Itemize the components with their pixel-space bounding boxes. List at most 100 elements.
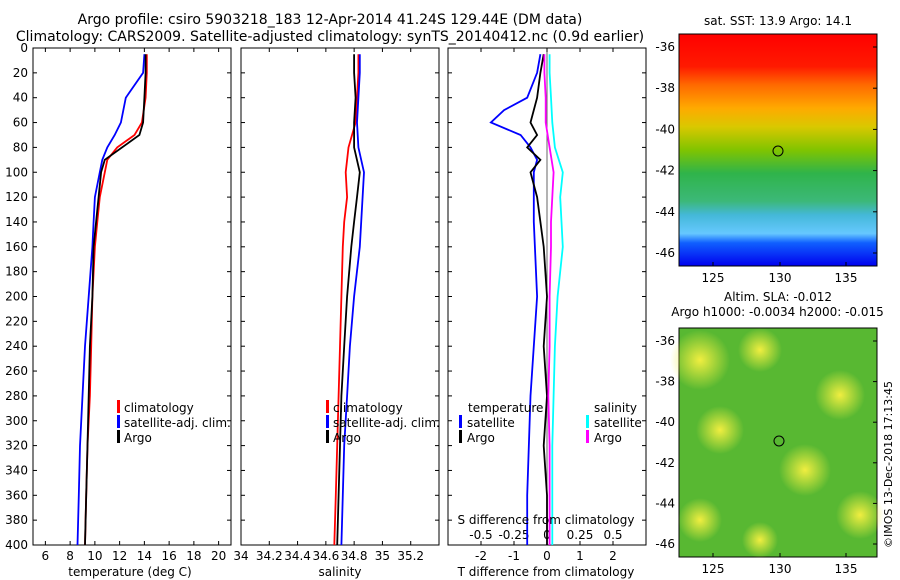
temperature-xlabel: temperature (deg C) (68, 565, 191, 579)
difference-chart: -2 -1 0 1 2-0.5 -0.25 0 0.25 0.5 (448, 47, 646, 563)
series-line-s-satellite (548, 54, 564, 545)
sla-blob-2 (738, 328, 782, 372)
map-y-tick-label: -44 (655, 496, 675, 510)
y-tick-label: 40 (13, 91, 28, 105)
map-y-tick-label: -40 (655, 415, 675, 429)
sla-blob-7 (836, 491, 884, 539)
map-y-tick-label: -36 (655, 334, 675, 348)
title-line-2: Climatology: CARS2009. Satellite-adjuste… (15, 29, 645, 45)
temperature-chart: 6 8 10 12 14 16 18 2002040608010012014016018020… (5, 41, 231, 563)
sla-blob-8 (742, 522, 778, 558)
x-tick-label: 18 (186, 549, 201, 563)
y-tick-label: 280 (5, 389, 28, 403)
y-tick-label: 340 (5, 463, 28, 477)
x-tick-label: 12 (112, 549, 127, 563)
temp-legend-satellite: satellite-adj. clim. (124, 416, 231, 430)
x-tick-label: 34.4 (284, 549, 311, 563)
y-tick-label: 140 (5, 215, 28, 229)
x-tick-label: 1 (576, 549, 584, 563)
s-tick-label: -0.25 (498, 528, 529, 542)
sla-blob-1 (670, 330, 730, 390)
y-tick-label: 300 (5, 414, 28, 428)
s-tick-label: 0.5 (603, 528, 622, 542)
salinity-legend: climatology satellite-adj. clim. Argo (326, 400, 440, 445)
map-y-tick-label: -42 (655, 164, 675, 178)
diff-legend-salinity-title: salinity (594, 401, 637, 415)
y-tick-label: 320 (5, 439, 28, 453)
series-line-argo (84, 54, 147, 546)
x-tick-label: 34 (233, 549, 248, 563)
x-tick-label: 6 (42, 549, 50, 563)
y-tick-label: 200 (5, 290, 28, 304)
difference-legend: temperature salinity satellite Argo sate… (459, 401, 642, 445)
sal-legend-satellite: satellite-adj. clim. (333, 416, 440, 430)
series-line-climatology (84, 54, 148, 546)
y-tick-label: 120 (5, 190, 28, 204)
map-y-tick-label: -38 (655, 375, 675, 389)
series-line-climatology (333, 54, 360, 546)
map-y-tick-label: -38 (655, 81, 675, 95)
y-tick-label: 400 (5, 538, 28, 552)
x-tick-label: 16 (161, 549, 176, 563)
x-tick-label: 14 (137, 549, 152, 563)
series-line-s-argo (543, 54, 555, 545)
temperature-panel-frame (32, 47, 232, 546)
sla-blob-3 (815, 370, 865, 420)
diff-legend-t-argo: Argo (467, 431, 495, 445)
x-tick-label: 8 (66, 549, 74, 563)
sst-map (678, 33, 878, 267)
diff-legend-s-satellite: satellite (594, 416, 642, 430)
map-y-tick-label: -46 (655, 246, 675, 260)
sst-map-image (678, 33, 878, 267)
x-tick-label: 20 (211, 549, 226, 563)
diff-legend-s-argo: Argo (594, 431, 622, 445)
sal-legend-argo: Argo (333, 431, 361, 445)
sst-argo-location-marker (772, 145, 784, 157)
x-tick-label: 35.2 (397, 549, 424, 563)
s-tick-label: -0.5 (469, 528, 492, 542)
y-tick-label: 60 (13, 116, 28, 130)
map-y-tick-label: -40 (655, 122, 675, 136)
map-x-tick-label: 135 (835, 271, 858, 285)
diff-legend-t-satellite: satellite (467, 416, 515, 430)
y-tick-label: 380 (5, 513, 28, 527)
x-tick-label: 0 (543, 549, 551, 563)
sla-blob-4 (696, 406, 744, 454)
sal-legend-climatology: climatology (333, 401, 403, 415)
y-tick-label: 360 (5, 488, 28, 502)
y-tick-label: 20 (13, 66, 28, 80)
series-line-satellite-adj-clim- (76, 54, 146, 546)
series-line-argo (336, 54, 361, 546)
series-line-satellite-adj-clim- (340, 54, 365, 546)
map-x-tick-label: 130 (769, 562, 792, 576)
x-tick-label: 10 (87, 549, 102, 563)
y-tick-label: 80 (13, 140, 28, 154)
y-tick-label: 220 (5, 314, 28, 328)
y-tick-label: 0 (20, 41, 28, 55)
series-line-t-argo (525, 54, 548, 545)
sla-map-title-2: Argo h1000: -0.0034 h2000: -0.015 (671, 305, 884, 319)
y-tick-label: 100 (5, 165, 28, 179)
s-difference-xlabel: S difference from climatology (458, 513, 635, 527)
temperature-legend: climatology satellite-adj. clim. Argo (117, 400, 231, 445)
x-tick-label: -1 (508, 549, 520, 563)
y-tick-label: 180 (5, 265, 28, 279)
x-tick-label: 34.8 (341, 549, 368, 563)
sla-blob-5 (779, 444, 831, 496)
map-x-tick-label: 125 (702, 271, 725, 285)
map-y-tick-label: -36 (655, 40, 675, 54)
difference-xlabel: T difference from climatology (457, 565, 635, 579)
x-tick-label: 34.2 (256, 549, 283, 563)
temp-legend-argo: Argo (124, 431, 152, 445)
map-y-tick-label: -46 (655, 537, 675, 551)
sla-blob-6 (678, 498, 722, 542)
x-tick-label: 2 (609, 549, 617, 563)
map-y-tick-label: -42 (655, 456, 675, 470)
sst-map-title: sat. SST: 13.9 Argo: 14.1 (703, 14, 853, 28)
sla-argo-location-marker (773, 435, 785, 447)
map-x-tick-label: 135 (835, 562, 858, 576)
s-tick-label: 0.25 (567, 528, 594, 542)
map-x-tick-label: 125 (702, 562, 725, 576)
x-tick-label: -2 (475, 549, 487, 563)
